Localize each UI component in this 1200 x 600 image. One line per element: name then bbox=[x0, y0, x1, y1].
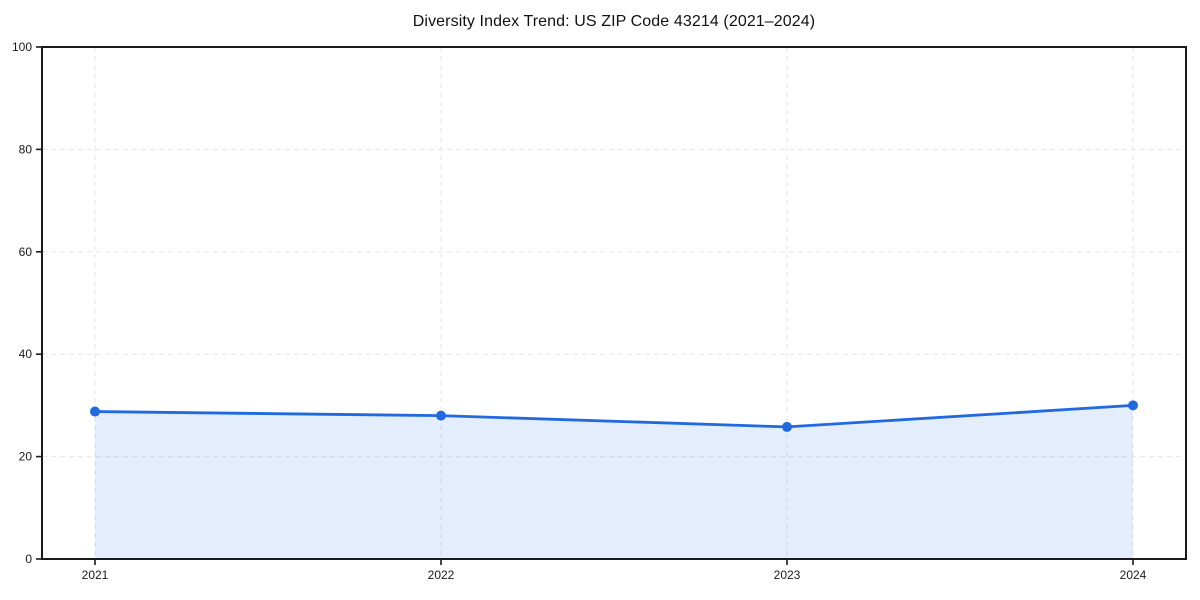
y-tick-label: 100 bbox=[12, 40, 32, 54]
area-fill bbox=[95, 405, 1133, 559]
data-point-marker bbox=[1128, 400, 1138, 411]
y-tick-label: 40 bbox=[19, 347, 33, 361]
x-tick-label: 2021 bbox=[82, 568, 109, 582]
trend-line bbox=[93, 403, 1135, 429]
plot-border bbox=[41, 46, 1187, 560]
data-point-marker bbox=[782, 421, 792, 432]
x-tick-label: 2024 bbox=[1120, 568, 1147, 582]
chart-title: Diversity Index Trend: US ZIP Code 43214… bbox=[412, 13, 816, 30]
y-tick-label: 80 bbox=[19, 142, 33, 156]
y-tick-label: 0 bbox=[25, 552, 32, 566]
data-point-marker bbox=[90, 406, 100, 417]
y-tick-label: 20 bbox=[19, 450, 33, 464]
x-tick-label: 2022 bbox=[428, 568, 455, 582]
data-point-marker bbox=[436, 410, 446, 421]
y-tick-label: 60 bbox=[19, 245, 33, 259]
x-tick-label: 2023 bbox=[774, 568, 801, 582]
